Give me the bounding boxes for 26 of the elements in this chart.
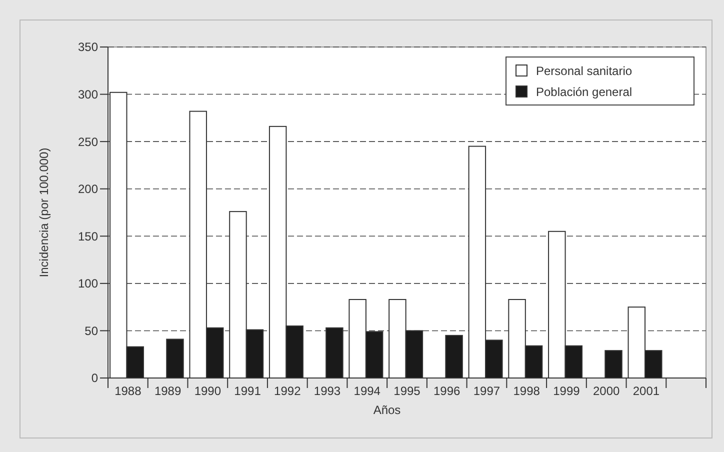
x-tick-label: 1988 — [114, 384, 142, 398]
y-axis-title: Incidencia (por 100.000) — [37, 148, 51, 278]
x-tick-label: 1991 — [234, 384, 262, 398]
x-tick-label: 2000 — [592, 384, 620, 398]
x-tick-label: 1997 — [473, 384, 500, 398]
x-tick-label: 1989 — [154, 384, 182, 398]
x-axis-title: Años — [373, 403, 401, 417]
y-tick-label: 300 — [78, 87, 98, 102]
x-tick-label: 1990 — [194, 384, 222, 398]
y-tick-label: 50 — [84, 324, 98, 338]
x-tick-label: 1994 — [354, 384, 381, 398]
legend-label: Población general — [536, 85, 632, 100]
x-tick-label: 1992 — [274, 384, 302, 398]
legend-label: Personal sanitario — [536, 64, 632, 78]
y-tick-label: 150 — [78, 229, 98, 244]
y-tick-label: 100 — [78, 276, 98, 291]
x-tick-label: 1998 — [513, 384, 540, 398]
y-tick-label: 350 — [78, 40, 98, 54]
y-tick-label: 200 — [78, 182, 98, 196]
x-tick-label: 2001 — [632, 384, 660, 398]
x-tick-label: 1995 — [394, 384, 421, 398]
y-tick-label: 0 — [91, 371, 98, 386]
x-tick-label: 1999 — [553, 384, 580, 398]
x-tick-label: 1996 — [434, 384, 461, 398]
x-tick-label: 1993 — [314, 384, 341, 398]
y-tick-label: 250 — [78, 134, 98, 149]
